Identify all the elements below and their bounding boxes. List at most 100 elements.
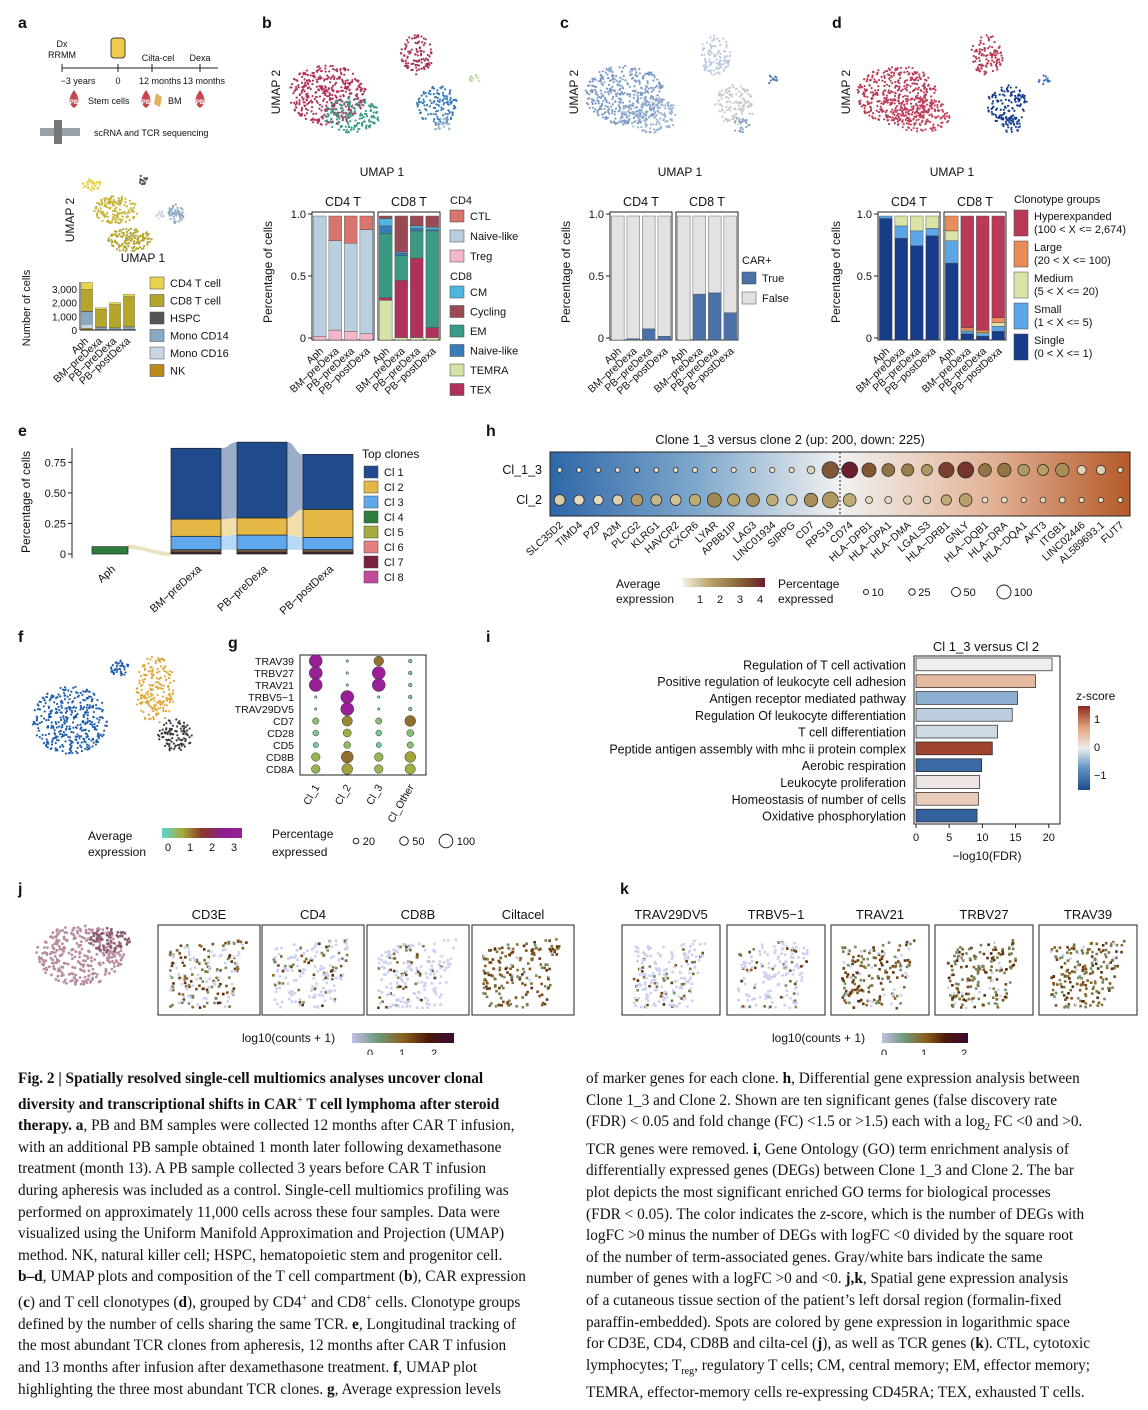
j-map-spot bbox=[192, 956, 196, 960]
umap-point bbox=[122, 231, 126, 235]
umap-point bbox=[119, 664, 122, 668]
umap-point bbox=[304, 72, 307, 75]
umap-point bbox=[319, 87, 322, 90]
j-map-spot bbox=[228, 1005, 231, 1009]
i-term-label: Positive regulation of leukocyte cell ad… bbox=[657, 675, 906, 689]
umap-point bbox=[863, 78, 866, 81]
umap-point bbox=[159, 213, 162, 216]
axis-label: UMAP 1 bbox=[360, 165, 405, 179]
umap-point bbox=[432, 101, 435, 104]
umap-point bbox=[146, 693, 150, 696]
umap-point bbox=[624, 64, 627, 68]
umap-point bbox=[613, 78, 616, 81]
umap-point bbox=[1000, 86, 1003, 89]
umap-point bbox=[883, 101, 886, 104]
umap-point bbox=[644, 114, 648, 117]
umap-point bbox=[888, 77, 891, 80]
umap-point bbox=[990, 64, 993, 67]
bar-d-cd8-bar-segment bbox=[945, 240, 959, 264]
umap-point bbox=[146, 243, 149, 246]
umap-point bbox=[670, 118, 673, 121]
umap-point bbox=[324, 115, 327, 118]
bar-d-cd4-bar-segment bbox=[925, 215, 939, 229]
panel-letter-i: i bbox=[486, 629, 490, 646]
umap-point bbox=[1008, 121, 1011, 124]
umap-point bbox=[477, 76, 480, 79]
umap-point bbox=[88, 690, 91, 693]
umap-point bbox=[991, 100, 995, 103]
j-map-spot bbox=[198, 962, 201, 965]
tissue-pixel bbox=[93, 958, 97, 961]
umap-point bbox=[645, 100, 649, 103]
umap-point bbox=[905, 122, 908, 125]
umap-point bbox=[80, 729, 84, 732]
legend-title: expression bbox=[88, 845, 146, 859]
umap-point bbox=[330, 88, 334, 91]
umap-point bbox=[344, 105, 347, 108]
umap-point bbox=[370, 120, 373, 124]
tissue-pixel bbox=[45, 953, 49, 957]
umap-point bbox=[165, 697, 168, 701]
umap-point bbox=[43, 717, 46, 720]
tissue-pixel bbox=[50, 935, 53, 939]
f-color-scale bbox=[162, 828, 242, 838]
umap-point bbox=[87, 706, 90, 709]
umap-point bbox=[990, 56, 993, 59]
umap-point bbox=[170, 671, 173, 674]
umap-point bbox=[662, 98, 665, 101]
j-map-spot bbox=[280, 955, 283, 958]
umap-point bbox=[359, 107, 362, 110]
umap-point bbox=[182, 737, 186, 740]
umap-point bbox=[710, 46, 713, 50]
umap-point bbox=[97, 721, 100, 724]
j-map-spot bbox=[235, 963, 239, 966]
umap-point bbox=[104, 724, 107, 727]
umap-point bbox=[637, 113, 640, 116]
bar-c-cd4-bar-segment bbox=[642, 215, 656, 330]
tissue-pixel bbox=[35, 951, 39, 954]
umap-point bbox=[336, 77, 339, 80]
umap-point bbox=[642, 115, 645, 118]
umap-point bbox=[657, 120, 661, 123]
umap-point bbox=[50, 694, 53, 697]
j-map-spot bbox=[226, 991, 229, 994]
umap-point bbox=[442, 125, 446, 128]
j-map-spot bbox=[281, 969, 285, 973]
j-map-spot bbox=[330, 945, 334, 949]
umap-point bbox=[97, 186, 100, 190]
umap-point bbox=[917, 86, 920, 89]
umap-point bbox=[405, 38, 409, 42]
g-dot bbox=[408, 706, 413, 712]
umap-point bbox=[111, 669, 114, 672]
panel-b-umap bbox=[289, 34, 481, 134]
umap-point bbox=[860, 86, 863, 89]
h-dot bbox=[730, 467, 737, 473]
umap-point bbox=[594, 92, 597, 95]
umap-point bbox=[436, 99, 439, 103]
umap-point bbox=[172, 742, 176, 745]
umap-point bbox=[176, 725, 179, 728]
j-map-spot bbox=[191, 984, 195, 988]
tissue-pixel bbox=[81, 979, 85, 983]
umap-point bbox=[869, 105, 872, 108]
j-map-spot bbox=[326, 973, 330, 977]
umap-point bbox=[101, 219, 104, 223]
tissue-pixel bbox=[97, 980, 101, 984]
umap-point bbox=[311, 94, 314, 98]
umap-point bbox=[928, 104, 931, 107]
umap-point bbox=[1046, 77, 1049, 80]
umap-point bbox=[890, 98, 893, 102]
umap-point bbox=[332, 90, 335, 93]
umap-point bbox=[647, 71, 650, 74]
umap-point bbox=[322, 99, 325, 102]
timeline-marker: Cilta-cel bbox=[142, 53, 175, 63]
j-map-spot bbox=[333, 989, 337, 992]
tissue-pixel bbox=[41, 962, 44, 966]
umap-point bbox=[72, 731, 75, 734]
umap-point bbox=[898, 81, 901, 85]
umap-point bbox=[903, 71, 906, 74]
umap-point bbox=[885, 96, 888, 99]
umap-point bbox=[82, 690, 85, 693]
umap-point bbox=[723, 55, 726, 58]
bone-icon bbox=[154, 93, 162, 107]
